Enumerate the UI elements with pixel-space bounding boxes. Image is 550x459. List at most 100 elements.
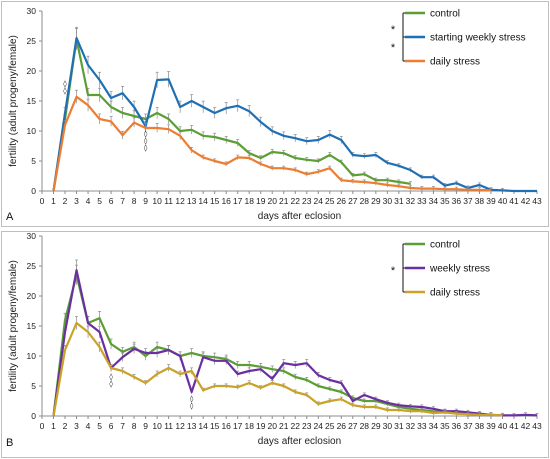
panel-a-legend-star: * (391, 42, 396, 54)
panel-a-letter: A (6, 211, 14, 223)
panel-a-y-tick-label: 30 (27, 6, 37, 16)
panel-a-x-tick-label: 16 (221, 196, 231, 206)
panel-b-significance-diamond: ◊ (109, 373, 113, 381)
panel-b-y-tick-label: 0 (31, 411, 36, 421)
panel-a-x-tick-label: 13 (187, 196, 197, 206)
panel-b-x-axis-title: days after eclosion (258, 436, 341, 447)
panel-b-x-tick-label: 26 (337, 421, 347, 431)
panel-a-significance-diamond: ◊ (144, 137, 148, 145)
panel-b-y-axis-title: fertility (adult progeny/female) (8, 260, 19, 392)
panel-a-x-tick-label: 17 (233, 196, 243, 206)
panel-a-legend-label: control (430, 9, 460, 20)
panel-a-x-tick-label: 31 (394, 196, 404, 206)
panel-b-x-tick-label: 34 (429, 421, 439, 431)
panel-b-x-tick-label: 39 (486, 421, 496, 431)
panel-a-y-tick-label: 15 (27, 96, 37, 106)
panel-a-series-control-line (52, 38, 411, 192)
panel-a-legend-label: daily stress (430, 57, 480, 68)
panel-a-x-tick-label: 5 (97, 196, 102, 206)
panel-a-x-tick-label: 43 (532, 196, 542, 206)
panel-a-x-tick-label: 37 (463, 196, 473, 206)
panel-b-x-tick-label: 36 (452, 421, 462, 431)
panel-a-x-tick-label: 10 (152, 196, 162, 206)
panel-a-x-tick-label: 20 (267, 196, 277, 206)
panel-b-legend-label: daily stress (430, 288, 480, 299)
panel-b-legend-label: weekly stress (429, 264, 490, 275)
panel-a-x-tick-label: 19 (256, 196, 266, 206)
panel-b-significance-diamond: ◊ (190, 395, 194, 403)
panel-b-x-tick-label: 5 (97, 421, 102, 431)
panel-b-legend-label: control (430, 240, 460, 251)
panel-a-x-tick-label: 6 (109, 196, 114, 206)
panel-a-x-tick-label: 33 (417, 196, 427, 206)
panel-a-y-tick-label: 25 (27, 36, 37, 46)
panel-b-x-tick-label: 9 (143, 421, 148, 431)
panel-b-x-tick-label: 29 (371, 421, 381, 431)
panel-a-x-tick-label: 9 (143, 196, 148, 206)
panel-b-x-tick-label: 22 (291, 421, 301, 431)
panel-b-x-tick-label: 23 (302, 421, 312, 431)
panel-b-x-tick-label: 41 (509, 421, 519, 431)
panel-a-x-axis-title: days after eclosion (258, 211, 341, 222)
panel-b-x-tick-label: 3 (74, 421, 79, 431)
panel-a-x-tick-label: 42 (521, 196, 531, 206)
panel-a-x-tick-label: 26 (337, 196, 347, 206)
panel-b-x-tick-label: 43 (532, 421, 542, 431)
panel-a-significance-diamond: ◊ (144, 130, 148, 138)
panel-b-x-tick-label: 10 (152, 421, 162, 431)
panel-b-x-tick-label: 32 (406, 421, 416, 431)
panel-a-series-daily-stress-line (52, 95, 492, 192)
panel-a-x-tick-label: 22 (291, 196, 301, 206)
panel-b-y-tick-label: 20 (27, 291, 37, 301)
panel-b-x-tick-label: 1 (51, 421, 56, 431)
panel-a-x-tick-label: 1 (51, 196, 56, 206)
panel-a-x-tick-label: 7 (120, 196, 125, 206)
panel-b-x-tick-label: 19 (256, 421, 266, 431)
panel-a-x-tick-label: 24 (314, 196, 324, 206)
panel-a-x-tick-label: 29 (371, 196, 381, 206)
panel-b-x-tick-label: 0 (40, 421, 45, 431)
panel-b-frame (1, 231, 549, 458)
panel-a-x-tick-label: 41 (509, 196, 519, 206)
panel-b-x-tick-label: 21 (279, 421, 289, 431)
panel-a-x-tick-label: 4 (86, 196, 91, 206)
panel-a-x-tick-label: 3 (74, 196, 79, 206)
panel-b-significance-diamond: ◊ (109, 380, 113, 388)
panel-a-x-tick-label: 32 (406, 196, 416, 206)
panel-b-x-tick-label: 28 (360, 421, 370, 431)
panel-b-x-tick-label: 20 (267, 421, 277, 431)
panel-b-x-tick-label: 6 (109, 421, 114, 431)
panel-b-x-tick-label: 14 (198, 421, 208, 431)
panel-b-y-tick-label: 15 (27, 321, 37, 331)
panel-b-x-tick-label: 2 (63, 421, 68, 431)
panel-a-legend-label: starting weekly stress (430, 33, 526, 44)
panel-a-significance-diamond: ◊ (63, 80, 67, 88)
panel-b-y-tick-label: 5 (31, 381, 36, 391)
panel-b-x-tick-label: 12 (175, 421, 185, 431)
panel-b-y-tick-label: 30 (27, 231, 37, 241)
panel-a-x-tick-label: 40 (498, 196, 508, 206)
panel-a-y-tick-label: 5 (31, 156, 36, 166)
panel-a-x-tick-label: 30 (383, 196, 393, 206)
panel-a-x-tick-label: 21 (279, 196, 289, 206)
panel-a-x-tick-label: 15 (210, 196, 220, 206)
panel-a-x-tick-label: 25 (325, 196, 335, 206)
panel-b-y-tick-label: 10 (27, 351, 37, 361)
panel-a-x-tick-label: 12 (175, 196, 185, 206)
panel-b-x-tick-label: 13 (187, 421, 197, 431)
panel-a-x-tick-label: 35 (440, 196, 450, 206)
panel-b-significance-diamond: ◊ (190, 402, 194, 410)
panel-a-x-tick-label: 38 (475, 196, 485, 206)
panel-a-x-tick-label: 2 (63, 196, 68, 206)
panel-a-x-tick-label: 28 (360, 196, 370, 206)
panel-b-x-tick-label: 15 (210, 421, 220, 431)
panel-a-series-starting-weekly-stress-line (52, 36, 537, 193)
panel-b-x-tick-label: 18 (244, 421, 254, 431)
panel-b-x-tick-label: 8 (132, 421, 137, 431)
panel-b-x-tick-label: 24 (314, 421, 324, 431)
panel-a-x-tick-label: 39 (486, 196, 496, 206)
panel-b-letter: B (6, 437, 13, 449)
panel-a-x-tick-label: 0 (40, 196, 45, 206)
